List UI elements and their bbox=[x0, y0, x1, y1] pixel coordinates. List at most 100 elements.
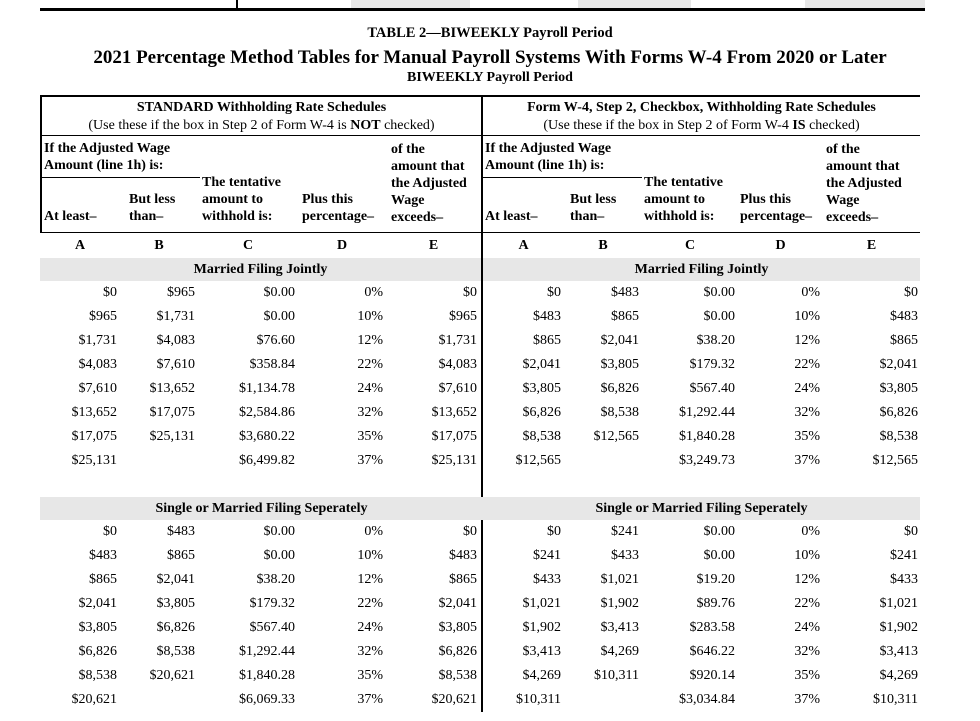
table-row: $17,075 $25,131 $3,680.22 35% $17,075 bbox=[40, 425, 481, 449]
table-cell: $38.20 bbox=[256, 572, 296, 587]
table-row: $0 $483 $0.00 0% $0 bbox=[483, 281, 920, 305]
table-cell: $12,565 bbox=[515, 453, 562, 468]
table-row: $1,731 $4,083 $76.60 12% $1,731 bbox=[40, 329, 481, 353]
table-body-right: $0 $483 $0.00 0% $0 $483 $865 $0.00 10% $483 $865 $… bbox=[483, 281, 920, 473]
prev-table-bottom-border bbox=[40, 8, 925, 11]
table-cell: 10% bbox=[357, 309, 383, 324]
table-cell: 0% bbox=[364, 285, 383, 300]
table-cell: $483 bbox=[611, 285, 639, 300]
table-body-left: $0 $483 $0.00 0% $0 $483 $865 $0.00 10% $483 $865 $… bbox=[40, 520, 483, 712]
table-cell: $0.00 bbox=[263, 309, 296, 324]
table-cell: $241 bbox=[533, 548, 561, 563]
column-letter-a: A bbox=[74, 237, 86, 253]
table-cell: $358.84 bbox=[249, 357, 296, 372]
table-cell: $1,021 bbox=[879, 596, 919, 611]
column-headers-right: If the Adjusted Wage Amount (line 1h) is… bbox=[483, 136, 920, 232]
column-header-at-least: At least– bbox=[485, 209, 538, 224]
table-cell: $8,538 bbox=[78, 668, 118, 683]
table-row: $483 $865 $0.00 10% $483 bbox=[483, 305, 920, 329]
table-cell: $89.76 bbox=[696, 596, 736, 611]
table-cell: $865 bbox=[890, 333, 918, 348]
column-headers-left: If the Adjusted Wage Amount (line 1h) is… bbox=[40, 136, 483, 232]
table-cell: $0.00 bbox=[263, 285, 296, 300]
table-cell: $2,041 bbox=[879, 357, 919, 372]
table-cell: $10,311 bbox=[516, 692, 561, 707]
table-cell: $865 bbox=[611, 309, 639, 324]
table-cell: $76.60 bbox=[256, 333, 296, 348]
table-cell: $6,826 bbox=[879, 405, 919, 420]
table-cell: $25,131 bbox=[149, 429, 196, 444]
table-row: $4,083 $7,610 $358.84 22% $4,083 bbox=[40, 353, 481, 377]
table-cell: 10% bbox=[357, 548, 383, 563]
column-letter-e: E bbox=[866, 237, 877, 253]
table-cell: $1,902 bbox=[879, 620, 919, 635]
table-cell: $1,021 bbox=[600, 572, 640, 587]
table-cell: $4,269 bbox=[879, 668, 919, 683]
table-cell: 12% bbox=[794, 333, 820, 348]
table-cell: $1,840.28 bbox=[239, 668, 295, 683]
table-cell: $3,034.84 bbox=[679, 692, 735, 707]
column-header-but-less-than: But less than– bbox=[129, 192, 176, 224]
table-cell: $6,826 bbox=[156, 620, 196, 635]
table-cell: $0.00 bbox=[703, 309, 736, 324]
table-cell: $0.00 bbox=[703, 548, 736, 563]
table-row: $20,621 $6,069.33 37% $20,621 bbox=[40, 688, 481, 712]
table-row: $0 $241 $0.00 0% $0 bbox=[483, 520, 920, 544]
table-cell: 35% bbox=[794, 429, 820, 444]
table-row: $965 $1,731 $0.00 10% $965 bbox=[40, 305, 481, 329]
table-row: $25,131 $6,499.82 37% $25,131 bbox=[40, 449, 481, 473]
table-cell: $920.14 bbox=[689, 668, 736, 683]
table-cell: $179.32 bbox=[249, 596, 296, 611]
table-row: $7,610 $13,652 $1,134.78 24% $7,610 bbox=[40, 377, 481, 401]
table-cell: $567.40 bbox=[689, 381, 736, 396]
table-cell: $13,652 bbox=[431, 405, 478, 420]
table-cell: 10% bbox=[794, 309, 820, 324]
column-letters-row: A B C D E A B C D E bbox=[40, 233, 920, 258]
column-header-wage-amount: If the Adjusted Wage Amount (line 1h) is… bbox=[483, 136, 642, 178]
schedule-header-row: STANDARD Withholding Rate Schedules (Use… bbox=[40, 95, 920, 136]
table-cell: $6,499.82 bbox=[239, 453, 295, 468]
prev-table-cell bbox=[351, 0, 470, 8]
table-cell: $8,538 bbox=[156, 644, 196, 659]
table-cell: $20,621 bbox=[71, 692, 118, 707]
table-cell: $10,311 bbox=[594, 668, 639, 683]
schedule-title: STANDARD Withholding Rate Schedules bbox=[136, 99, 387, 115]
table-cell: $3,413 bbox=[879, 644, 919, 659]
table-cell: $25,131 bbox=[431, 453, 478, 468]
table-cell: $1,840.28 bbox=[679, 429, 735, 444]
table-cell: 12% bbox=[794, 572, 820, 587]
column-letter-b: B bbox=[154, 237, 164, 253]
table-cell: $6,826 bbox=[438, 644, 478, 659]
table-cell: $13,652 bbox=[71, 405, 118, 420]
table-cell: $17,075 bbox=[149, 405, 196, 420]
table-cell: $1,292.44 bbox=[679, 405, 735, 420]
section-rows-married: $0 $965 $0.00 0% $0 $965 $1,731 $0.00 10% $965 $1,… bbox=[40, 281, 920, 473]
table-cell: 37% bbox=[794, 453, 820, 468]
table-cell: 0% bbox=[364, 524, 383, 539]
column-letter-c: C bbox=[684, 237, 696, 253]
table-cell: $0 bbox=[547, 285, 561, 300]
table-cell: $965 bbox=[449, 309, 477, 324]
table-cell: $8,538 bbox=[879, 429, 919, 444]
table-cell: $241 bbox=[890, 548, 918, 563]
table-cell: $2,584.86 bbox=[239, 405, 295, 420]
table-cell: $20,621 bbox=[149, 668, 196, 683]
wage-amount-header-group: If the Adjusted Wage Amount (line 1h) is… bbox=[483, 136, 642, 232]
table-cell: $3,805 bbox=[156, 596, 196, 611]
section-gap-right bbox=[483, 473, 920, 497]
table-cell: $241 bbox=[611, 524, 639, 539]
table-cell: $2,041 bbox=[600, 333, 640, 348]
section-gap bbox=[40, 473, 920, 497]
column-header-row: If the Adjusted Wage Amount (line 1h) is… bbox=[40, 136, 920, 233]
table-cell: $1,292.44 bbox=[239, 644, 295, 659]
table-cell: $433 bbox=[533, 572, 561, 587]
table-row: $0 $965 $0.00 0% $0 bbox=[40, 281, 481, 305]
column-letter-c: C bbox=[242, 237, 254, 253]
table-cell: $2,041 bbox=[78, 596, 118, 611]
section-label: Single or Married Filing Seperately bbox=[483, 497, 920, 520]
table-row: $6,826 $8,538 $1,292.44 32% $6,826 bbox=[483, 401, 920, 425]
table-row: $1,021 $1,902 $89.76 22% $1,021 bbox=[483, 592, 920, 616]
page-subtitle: BIWEEKLY Payroll Period bbox=[407, 70, 573, 85]
section-rows-single: $0 $483 $0.00 0% $0 $483 $865 $0.00 10% $483 $865 $… bbox=[40, 520, 920, 712]
column-header-of-excess: of the amount that the Adjusted Wage exc… bbox=[826, 142, 902, 225]
